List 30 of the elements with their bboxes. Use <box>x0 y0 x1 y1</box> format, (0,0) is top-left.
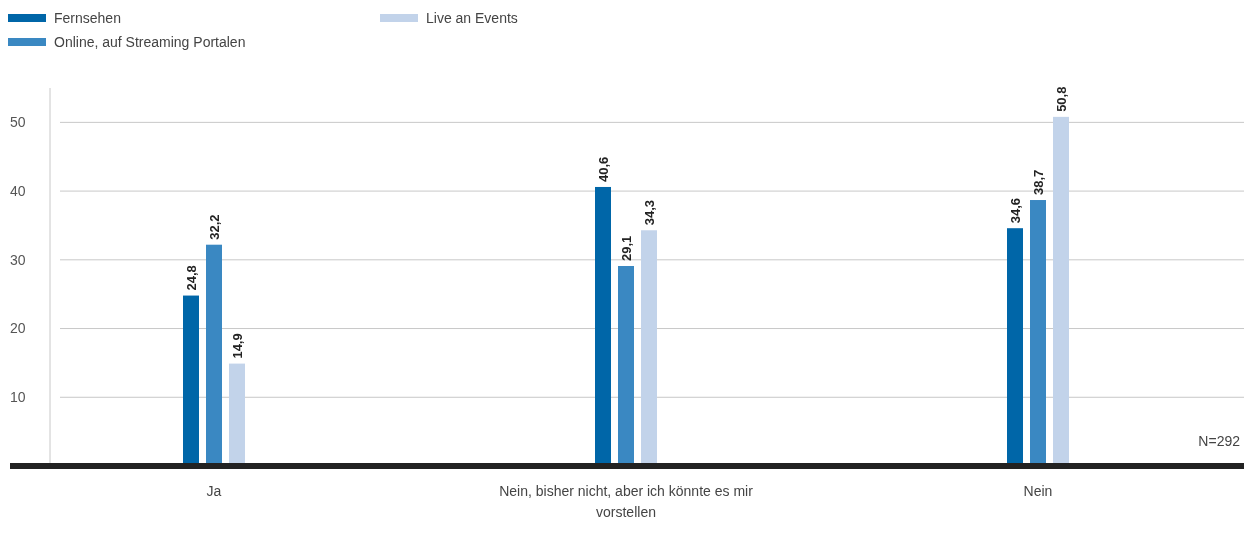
data-label: 50,8 <box>1054 86 1069 112</box>
bar <box>641 230 657 466</box>
bar <box>206 244 222 466</box>
bar <box>1053 116 1069 466</box>
data-label: 14,9 <box>230 333 245 359</box>
bar <box>595 186 611 466</box>
data-label: 34,6 <box>1008 197 1023 224</box>
legend-label: Online, auf Streaming Portalen <box>54 33 246 50</box>
x-tick-label: Nein, bisher nicht, aber ich könnte es mir vorstellen <box>499 483 754 520</box>
legend-label: Fernsehen <box>54 9 121 26</box>
data-label: 29,1 <box>619 235 634 261</box>
bar <box>1030 200 1046 466</box>
data-label: 32,2 <box>207 214 222 240</box>
bar <box>618 266 634 466</box>
legend-label: Live an Events <box>426 9 518 26</box>
y-tick-label: 30 <box>10 251 26 268</box>
bar <box>229 363 245 466</box>
bar <box>183 295 199 466</box>
annotation: N=292 <box>1198 433 1241 449</box>
y-tick-label: 10 <box>10 389 26 406</box>
data-label: 38,7 <box>1031 169 1046 196</box>
y-tick-label: 40 <box>10 182 26 199</box>
data-label: 24,8 <box>184 265 199 291</box>
x-tick-label: Ja <box>206 483 222 499</box>
x-tick-label: Nein <box>1023 483 1053 499</box>
bar <box>1007 228 1023 466</box>
data-label: 40,6 <box>596 156 611 182</box>
y-tick-label: 20 <box>10 320 26 337</box>
data-label: 34,3 <box>642 199 657 226</box>
y-tick-label: 50 <box>10 114 26 131</box>
